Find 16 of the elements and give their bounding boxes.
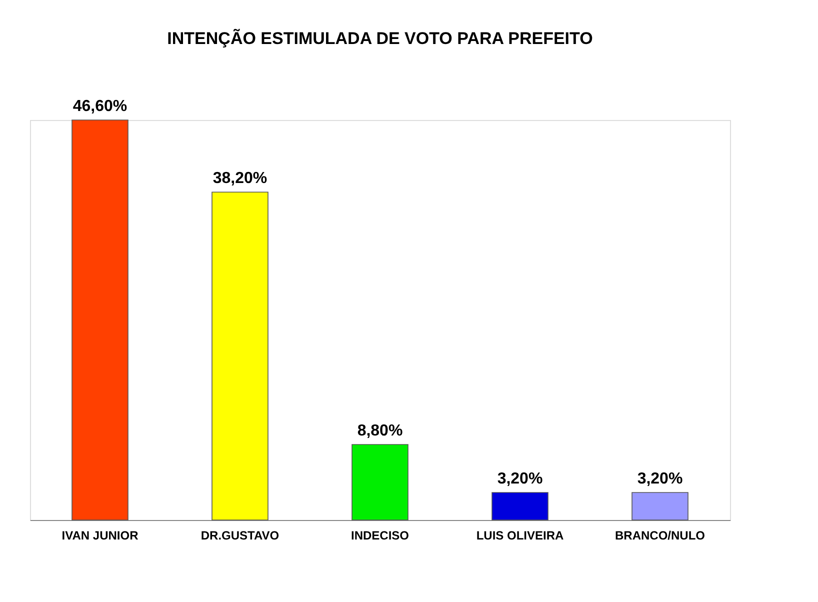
bar [492,492,548,520]
x-tick-label: DR.GUSTAVO [200,528,280,542]
data-label: 8,80% [357,422,403,440]
bar [352,444,408,520]
bar [632,492,688,520]
x-tick-label: INDECISO [350,528,410,542]
data-label: 3,20% [637,470,683,488]
bar [72,120,128,520]
data-label: 3,20% [497,470,543,488]
data-label: 46,60% [72,98,128,115]
bar [212,192,268,520]
data-label: 38,20% [212,170,268,188]
x-tick-label: LUIS OLIVEIRA [476,528,564,542]
chart-title: INTENÇÃO ESTIMULADA DE VOTO PARA PREFEITO [167,28,593,48]
x-tick-label: IVAN JUNIOR [62,528,139,542]
x-tick-label: BRANCO/NULO [615,528,705,542]
